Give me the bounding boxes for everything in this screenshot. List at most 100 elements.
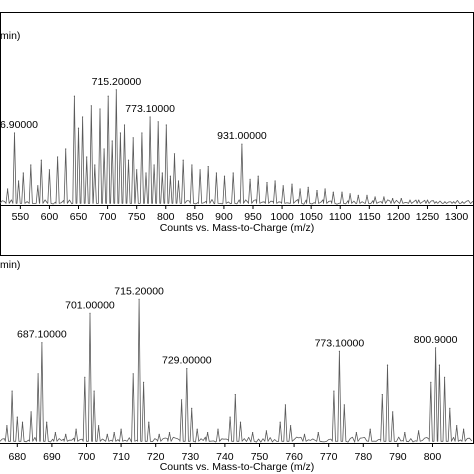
- x-tick-label: 1200: [387, 211, 411, 223]
- x-tick-label: 690: [43, 451, 61, 463]
- peak-point: [438, 364, 440, 366]
- peak-point: [303, 433, 306, 435]
- peak-point: [158, 433, 160, 435]
- peak-point: [333, 390, 335, 392]
- x-ticks-bottom: 680 690 700 710 720 730 740 750 760 770 780 790 800: [9, 443, 442, 463]
- x-tick-label: 760: [285, 451, 303, 463]
- peak-point: [282, 185, 284, 187]
- peak-point: [435, 347, 437, 349]
- peak-point: [75, 428, 77, 430]
- peak-point: [143, 381, 145, 383]
- x-tick-label: 1000: [270, 211, 294, 223]
- peak-point: [30, 164, 32, 166]
- peak-point: [136, 169, 138, 171]
- peak-point: [191, 407, 193, 409]
- peak-point: [21, 421, 24, 423]
- peak-point: [120, 428, 122, 430]
- peak-point: [65, 433, 67, 435]
- peak-point: [145, 172, 147, 174]
- peak-point: [444, 376, 446, 378]
- peak-point: [111, 140, 113, 142]
- x-tick-label: 800: [424, 451, 442, 463]
- peak-point: [7, 188, 9, 190]
- peak-point: [207, 432, 209, 434]
- x-tick-label: 700: [78, 451, 96, 463]
- peak-point: [138, 298, 140, 300]
- peak-point: [82, 116, 84, 118]
- peak-point: [232, 172, 234, 174]
- x-tick-label: 750: [128, 211, 146, 223]
- x-tick-label: 600: [41, 211, 59, 223]
- peak-point: [400, 198, 402, 200]
- peak-point: [383, 196, 385, 198]
- peak-point: [86, 156, 88, 158]
- peak-point: [418, 199, 420, 201]
- x-tick-label: 900: [215, 211, 233, 223]
- peak-point: [13, 132, 16, 134]
- peak-point: [418, 430, 420, 432]
- peak-point: [357, 194, 359, 196]
- peak-point: [299, 188, 301, 190]
- x-axis-label-bottom: Counts vs. Mass-to-Charge (m/z): [160, 461, 315, 473]
- peak-point: [119, 132, 121, 134]
- x-tick-label: 740: [216, 451, 234, 463]
- peak-point: [141, 132, 143, 134]
- peak-point: [369, 428, 371, 430]
- peak-point: [343, 404, 345, 406]
- peak-point: [279, 421, 281, 423]
- peak-point: [148, 421, 150, 423]
- peak-point: [41, 342, 43, 344]
- peak-point: [239, 421, 242, 423]
- peak-point: [94, 164, 96, 166]
- x-tick-label: 1300: [445, 211, 469, 223]
- peak-point: [98, 425, 100, 427]
- peak-point: [115, 89, 117, 91]
- peak-point: [234, 394, 236, 396]
- x-tick-label: 950: [244, 211, 262, 223]
- peak-point: [463, 428, 465, 430]
- peak-point: [196, 428, 198, 430]
- peak-point: [93, 390, 95, 392]
- peak-point: [374, 196, 376, 198]
- peak-point: [265, 430, 267, 432]
- x-tick-label: 1100: [329, 211, 352, 223]
- peak-point: [241, 143, 243, 145]
- peak-point: [444, 201, 446, 203]
- retention-time-label-bottom: min): [0, 259, 20, 271]
- peak-point: [168, 432, 171, 434]
- x-tick-label: 1250: [416, 211, 440, 223]
- peak-point: [392, 198, 394, 200]
- peak-point: [18, 180, 20, 182]
- peak-label: 6.90000: [0, 119, 38, 131]
- peak-point: [284, 404, 286, 406]
- peak-point: [149, 116, 151, 118]
- x-tick-label: 750: [251, 451, 269, 463]
- peak-point: [453, 201, 455, 203]
- peak-point: [307, 186, 309, 188]
- peak-point: [266, 182, 268, 184]
- peak-point: [317, 432, 319, 434]
- peak-point: [90, 105, 92, 107]
- peak-point: [127, 159, 130, 161]
- peak-label: 773.10000: [315, 337, 365, 349]
- x-ticks-top: 550 600 650 700 750 800 850 900 950 1000 1050 1100 1…: [12, 205, 469, 223]
- x-tick-label: 680: [9, 451, 27, 463]
- peak-point: [30, 411, 32, 413]
- spectrum-line: [0, 299, 473, 443]
- peak-point: [435, 201, 437, 203]
- peak-point: [37, 185, 39, 187]
- peak-point: [11, 390, 13, 392]
- peak-point: [223, 175, 226, 177]
- x-tick-label: 770: [320, 451, 338, 463]
- peak-point: [89, 312, 91, 314]
- peak-label: 773.10000: [125, 103, 175, 115]
- peak-point: [341, 191, 343, 193]
- peak-point: [456, 425, 458, 427]
- peak-labels-bottom: 687.10000 701.00000 715.20000 729.00000 773.…: [17, 285, 458, 366]
- x-tick-label: 700: [99, 211, 117, 223]
- peak-point: [132, 137, 134, 139]
- peak-point: [106, 433, 108, 435]
- peak-point: [191, 164, 193, 166]
- peak-point: [366, 194, 368, 196]
- peak-point: [99, 108, 101, 110]
